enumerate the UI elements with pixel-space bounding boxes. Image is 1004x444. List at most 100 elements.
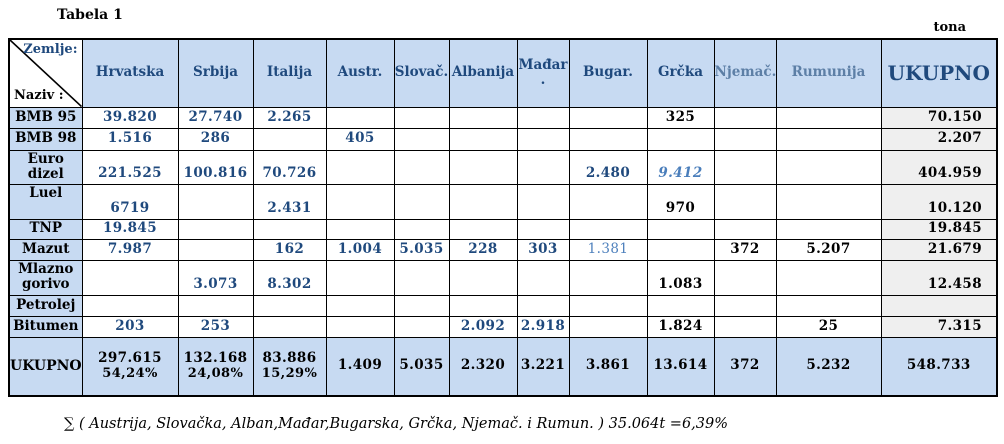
- value-cell: 228: [448, 238, 518, 261]
- sigma-symbol: ∑: [64, 416, 75, 432]
- value-cell: 297.615 54,24%: [81, 336, 179, 397]
- value-cell: [775, 294, 882, 317]
- value-cell: [448, 106, 518, 129]
- value-cell: 6719: [81, 183, 179, 220]
- value-cell: 12.458: [880, 259, 998, 296]
- diagonal-divider: [10, 40, 82, 107]
- value-cell: 3.073: [177, 259, 254, 296]
- table-row: Bitumen 203 253 2.092 2.918 1.824 25 7.315: [8, 315, 998, 338]
- value-cell: 203: [81, 315, 179, 338]
- value-cell: 162: [252, 238, 327, 261]
- value-cell: 27.740: [177, 106, 254, 129]
- value-cell: 7.987: [81, 238, 179, 261]
- row-label: Petrolej: [8, 294, 83, 317]
- value-cell: 100.816: [177, 149, 254, 185]
- value-cell: 404.959: [880, 149, 998, 185]
- value-cell: [713, 127, 777, 151]
- value-cell: [448, 218, 518, 240]
- value-cell: [775, 259, 882, 296]
- value-cell: 2.918: [516, 315, 570, 338]
- value-cell: 5.035: [393, 336, 450, 397]
- value-cell: [448, 294, 518, 317]
- value-cell: [325, 294, 395, 317]
- value-cell: 1.004: [325, 238, 395, 261]
- percent-share: 15,29%: [261, 365, 318, 381]
- value-cell: [646, 218, 715, 240]
- value-cell: [880, 294, 998, 317]
- value-cell: 83.886 15,29%: [252, 336, 327, 397]
- value-cell: [325, 259, 395, 296]
- value-cell: [325, 315, 395, 338]
- value-cell: [393, 294, 450, 317]
- row-label: Bitumen: [8, 315, 83, 338]
- value-cell: 2.320: [448, 336, 518, 397]
- value-cell: [393, 218, 450, 240]
- value-cell: [393, 259, 450, 296]
- value-cell: [177, 238, 254, 261]
- value-cell: 21.679: [880, 238, 998, 261]
- value-cell: 70.150: [880, 106, 998, 129]
- unit-label: tona: [933, 20, 966, 35]
- corner-header-cell: Zemlje: Naziv :: [8, 38, 83, 108]
- value-cell: [448, 259, 518, 296]
- column-header-hrvatska: Hrvatska: [81, 38, 179, 108]
- value-cell: [646, 238, 715, 261]
- value-cell: 10.120: [880, 183, 998, 220]
- value-cell: [252, 294, 327, 317]
- value-cell: 2.092: [448, 315, 518, 338]
- value-cell: [568, 183, 648, 220]
- corner-label-names: Naziv :: [14, 87, 64, 103]
- value-cell: [516, 259, 570, 296]
- value-cell: [713, 259, 777, 296]
- value-cell: [568, 294, 648, 317]
- value-cell: [325, 218, 395, 240]
- value-cell: 2.480: [568, 149, 648, 185]
- page-title: Tabela 1: [57, 7, 123, 23]
- table-row: BMB 95 39.820 27.740 2.265 325 70.150: [8, 106, 998, 129]
- value-cell: 253: [177, 315, 254, 338]
- value-cell: [448, 183, 518, 220]
- value-cell: [393, 183, 450, 220]
- value-cell: [393, 106, 450, 129]
- value-cell: [325, 106, 395, 129]
- column-header-njema-: Njemač.: [713, 38, 777, 108]
- value-cell: 2.265: [252, 106, 327, 129]
- value-cell: [252, 315, 327, 338]
- column-header-slova-: Slovač.: [393, 38, 450, 108]
- table-row: Luel 6719 2.431 970 10.120: [8, 183, 998, 220]
- value-cell: [325, 183, 395, 220]
- value-cell: 8.302: [252, 259, 327, 296]
- row-label: TNP: [8, 218, 83, 240]
- value-cell: 1.516: [81, 127, 179, 151]
- value-cell: [568, 259, 648, 296]
- value-cell: 3.861: [568, 336, 648, 397]
- value-cell: [568, 127, 648, 151]
- value-cell: [713, 149, 777, 185]
- column-header-ma-ar-: Mađar .: [516, 38, 570, 108]
- value-cell: 372: [713, 238, 777, 261]
- column-header-italija: Italija: [252, 38, 327, 108]
- value-cell: [516, 183, 570, 220]
- value-cell: 9.412: [646, 149, 715, 185]
- value-cell: [568, 315, 648, 338]
- value-cell: 548.733: [880, 336, 998, 397]
- value-cell: [713, 294, 777, 317]
- value-cell: [516, 294, 570, 317]
- value-cell: [393, 315, 450, 338]
- row-label: BMB 95: [8, 106, 83, 129]
- value-cell: 132.168 24,08%: [177, 336, 254, 397]
- value-cell: 39.820: [81, 106, 179, 129]
- sum-formula-text: ( Austrija, Slovačka, Alban,Mađar,Bugars…: [74, 416, 729, 432]
- value-cell: 221.525: [81, 149, 179, 185]
- value-cell: [252, 127, 327, 151]
- value-cell: 19.845: [880, 218, 998, 240]
- table-row: Mazut 7.987 162 1.004 5.035 228 303 1.381 372 5.2…: [8, 238, 998, 261]
- value-cell: 325: [646, 106, 715, 129]
- value-cell: [325, 149, 395, 185]
- value-cell: 1.083: [646, 259, 715, 296]
- value-cell: 3.221: [516, 336, 570, 397]
- table-row: Mlazno gorivo 3.073 8.302 1.083 12.458: [8, 259, 998, 296]
- value-cell: [516, 218, 570, 240]
- value-cell: [713, 183, 777, 220]
- corner-label-countries: Zemlje:: [23, 42, 78, 57]
